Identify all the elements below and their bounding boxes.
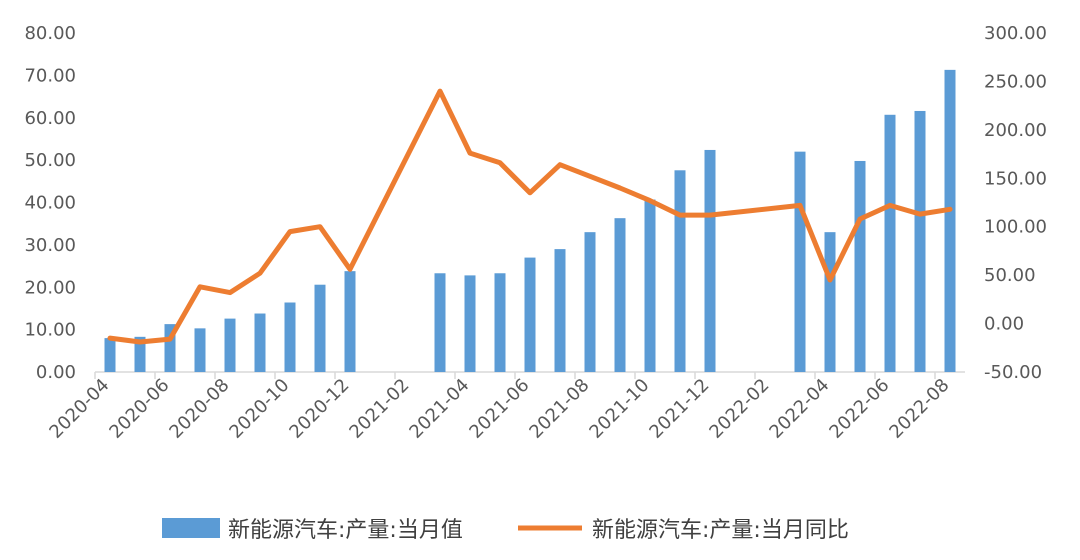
- left-tick-label: 30.00: [24, 235, 76, 256]
- left-tick-label: 70.00: [24, 65, 76, 86]
- bar: [704, 149, 716, 372]
- bar: [944, 69, 956, 373]
- x-tick-label: 2022-02: [705, 375, 773, 443]
- bar: [284, 302, 296, 372]
- bar: [194, 328, 206, 372]
- bar: [494, 273, 506, 372]
- x-tick-label: 2020-06: [105, 375, 173, 443]
- x-tick-label: 2020-10: [225, 375, 293, 443]
- bar: [644, 199, 656, 372]
- left-tick-label: 50.00: [24, 150, 76, 171]
- right-tick-label: 0.00: [984, 314, 1024, 335]
- left-tick-label: 40.00: [24, 193, 76, 214]
- legend: 新能源汽车:产量:当月值 新能源汽车:产量:当月同比: [162, 518, 849, 543]
- bar: [164, 324, 176, 372]
- x-axis-ticks: 2020-042020-062020-082020-102020-122021-…: [45, 372, 954, 443]
- bar: [584, 232, 596, 372]
- line-series: [107, 88, 953, 345]
- bar: [104, 338, 116, 372]
- right-axis-ticks: -50.00 0.00 50.00 100.00 150.00 200.00 250.00 3…: [984, 23, 1047, 383]
- legend-bar-label: 新能源汽车:产量:当月值: [228, 518, 463, 543]
- right-tick-label: 150.00: [984, 168, 1047, 189]
- legend-line-label: 新能源汽车:产量:当月同比: [592, 518, 849, 543]
- left-tick-label: 80.00: [24, 23, 76, 44]
- right-tick-label: 50.00: [984, 265, 1036, 286]
- bar: [464, 275, 476, 372]
- bar: [314, 284, 326, 372]
- bar: [794, 151, 806, 372]
- right-tick-label: 100.00: [984, 217, 1047, 238]
- bar: [914, 110, 926, 372]
- bar: [854, 160, 866, 372]
- bar: [224, 318, 236, 372]
- bar: [614, 218, 626, 372]
- right-tick-label: -50.00: [984, 362, 1042, 383]
- left-tick-label: 0.00: [36, 362, 76, 383]
- x-tick-label: 2021-08: [525, 375, 593, 443]
- left-axis-ticks: 0.00 10.00 20.00 30.00 40.00 50.00 60.00 70.00 8…: [24, 23, 76, 383]
- x-tick-label: 2022-08: [885, 375, 953, 443]
- legend-bar-swatch: [162, 518, 220, 538]
- x-tick-label: 2022-04: [765, 375, 833, 443]
- bar: [134, 336, 146, 372]
- bar: [554, 249, 566, 372]
- bar: [254, 313, 266, 372]
- bar: [524, 257, 536, 372]
- left-tick-label: 10.00: [24, 320, 76, 341]
- bar: [884, 114, 896, 372]
- x-tick-label: 2020-08: [165, 375, 233, 443]
- bar: [344, 271, 356, 372]
- x-tick-label: 2021-10: [585, 375, 653, 443]
- x-tick-label: 2022-06: [825, 375, 893, 443]
- left-tick-label: 20.00: [24, 277, 76, 298]
- x-tick-label: 2020-04: [45, 375, 113, 443]
- right-tick-label: 200.00: [984, 120, 1047, 141]
- x-tick-label: 2021-02: [345, 375, 413, 443]
- x-tick-label: 2021-04: [405, 375, 473, 443]
- x-tick-label: 2021-06: [465, 375, 533, 443]
- left-tick-label: 60.00: [24, 108, 76, 129]
- x-tick-label: 2021-12: [645, 375, 713, 443]
- bar: [434, 273, 446, 372]
- bar: [674, 170, 686, 372]
- bar-series: [104, 69, 956, 373]
- right-tick-label: 250.00: [984, 71, 1047, 92]
- bar: [824, 232, 836, 372]
- right-tick-label: 300.00: [984, 23, 1047, 44]
- x-tick-label: 2020-12: [285, 375, 353, 443]
